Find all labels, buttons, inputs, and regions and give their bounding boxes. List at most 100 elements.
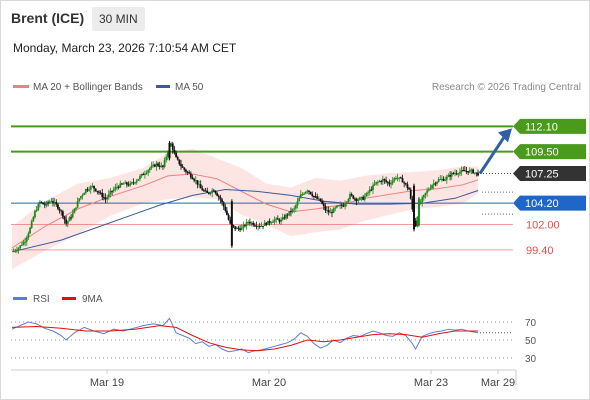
candle-bearish bbox=[132, 182, 135, 184]
candle-bearish bbox=[409, 189, 412, 199]
candle-bullish bbox=[317, 198, 320, 200]
candle-bearish bbox=[311, 194, 314, 197]
candle-bearish bbox=[47, 202, 49, 204]
candle-bearish bbox=[252, 222, 255, 226]
candle-bearish bbox=[249, 221, 251, 224]
candle-bullish bbox=[459, 171, 461, 174]
candle-bearish bbox=[216, 193, 219, 196]
candle-bullish bbox=[75, 207, 77, 209]
candle-bullish bbox=[365, 192, 368, 197]
candle-bearish bbox=[401, 178, 404, 183]
candle-bearish bbox=[65, 219, 68, 224]
candle-bearish bbox=[173, 149, 176, 153]
candle-bullish bbox=[247, 221, 250, 223]
candle-bearish bbox=[191, 177, 194, 180]
candle-bearish bbox=[354, 198, 356, 200]
candle-bearish bbox=[255, 225, 258, 227]
candle-bullish bbox=[14, 250, 17, 252]
candle-bearish bbox=[414, 220, 417, 227]
candle-bearish bbox=[399, 177, 402, 179]
rsi-tick-label: 30 bbox=[525, 354, 537, 365]
forecast-arrow-shaft bbox=[478, 133, 508, 175]
candle-bullish bbox=[441, 178, 443, 180]
candle-bullish bbox=[429, 188, 432, 190]
candle-bullish bbox=[294, 205, 297, 209]
candle-bearish bbox=[199, 184, 202, 189]
candle-bullish bbox=[334, 207, 337, 209]
candle-bearish bbox=[244, 225, 246, 227]
candle-bullish bbox=[347, 199, 350, 202]
candle-bullish bbox=[145, 172, 148, 174]
candle-bullish bbox=[30, 221, 33, 228]
candle-bearish bbox=[52, 201, 54, 203]
candle-bearish bbox=[324, 206, 327, 211]
candle-bearish bbox=[224, 206, 227, 211]
candle-bullish bbox=[235, 227, 238, 230]
candle-bearish bbox=[127, 184, 130, 186]
candle-bullish bbox=[395, 178, 397, 180]
support-level-label: 102.00 bbox=[526, 220, 560, 232]
candle-bullish bbox=[17, 248, 20, 251]
candle-bullish bbox=[83, 192, 86, 195]
ma9-legend-label: 9MA bbox=[82, 294, 103, 305]
candle-bearish bbox=[180, 164, 182, 167]
candle-bullish bbox=[372, 185, 374, 190]
candle-bearish bbox=[331, 212, 333, 214]
ma9-legend-swatch bbox=[62, 297, 76, 300]
candle-bearish bbox=[181, 166, 184, 168]
candle-bearish bbox=[98, 191, 100, 193]
candle-bullish bbox=[439, 179, 442, 181]
candle-bearish bbox=[142, 174, 145, 176]
candle-bullish bbox=[460, 170, 463, 172]
main-legend: MA 20 + Bollinger Bands MA 50 Research ©… bbox=[13, 82, 581, 93]
candle-bearish bbox=[283, 217, 286, 219]
price-label-layer: 112.10 109.50 107.25 104.20 102.00 99.40 bbox=[513, 118, 586, 257]
candle-bearish bbox=[111, 190, 113, 192]
candle-bullish bbox=[25, 237, 28, 242]
candle-bullish bbox=[24, 241, 27, 243]
candle-bullish bbox=[299, 194, 302, 199]
ma20-legend-label: MA 20 + Bollinger Bands bbox=[33, 82, 143, 93]
candle-bullish bbox=[32, 217, 35, 222]
ma50-legend-label: MA 50 bbox=[175, 82, 204, 93]
candle-bearish bbox=[43, 204, 46, 206]
candle-bullish bbox=[109, 190, 112, 194]
forecast-arrow-layer bbox=[478, 128, 512, 175]
candle-bearish bbox=[327, 210, 330, 213]
dotted-grid-layer bbox=[482, 191, 513, 215]
candle-bullish bbox=[285, 214, 287, 219]
candle-bearish bbox=[101, 192, 104, 198]
candle-bearish bbox=[319, 198, 322, 202]
candle-bullish bbox=[424, 192, 427, 195]
candle-bearish bbox=[442, 178, 445, 181]
candle-bearish bbox=[462, 170, 465, 172]
candle-bearish bbox=[314, 196, 317, 198]
current-price-label: 107.25 bbox=[525, 168, 559, 180]
candle-bullish bbox=[130, 182, 133, 184]
candle-bullish bbox=[91, 185, 94, 187]
interval-selector[interactable]: 30 MIN bbox=[92, 7, 145, 31]
candle-bearish bbox=[125, 182, 128, 185]
rsi-legend: RSI 9MA bbox=[13, 294, 103, 305]
candle-bearish bbox=[355, 198, 358, 201]
research-credit: Research © 2026 Trading Central bbox=[432, 82, 581, 93]
candle-bullish bbox=[326, 210, 328, 212]
candle-bullish bbox=[426, 190, 429, 193]
candle-bearish bbox=[465, 171, 468, 173]
candle-bearish bbox=[121, 183, 123, 185]
candle-bearish bbox=[99, 192, 102, 194]
candle-bearish bbox=[237, 227, 240, 229]
candle-spike bbox=[417, 199, 420, 225]
candle-bullish bbox=[301, 194, 304, 196]
candle-bullish bbox=[367, 192, 369, 194]
candle-bullish bbox=[344, 203, 346, 207]
candle-bullish bbox=[390, 183, 392, 185]
target-level-label: 109.50 bbox=[525, 147, 559, 159]
target-level-tag bbox=[513, 118, 586, 134]
candle-bearish bbox=[475, 172, 478, 174]
candle-bullish bbox=[431, 185, 433, 189]
time-tick-label: Mar 23 bbox=[414, 377, 448, 389]
time-axis: Mar 19 Mar 20 Mar 23 Mar 29 bbox=[11, 369, 517, 389]
candle-bullish bbox=[165, 156, 168, 161]
candlestick-layer bbox=[12, 140, 479, 254]
